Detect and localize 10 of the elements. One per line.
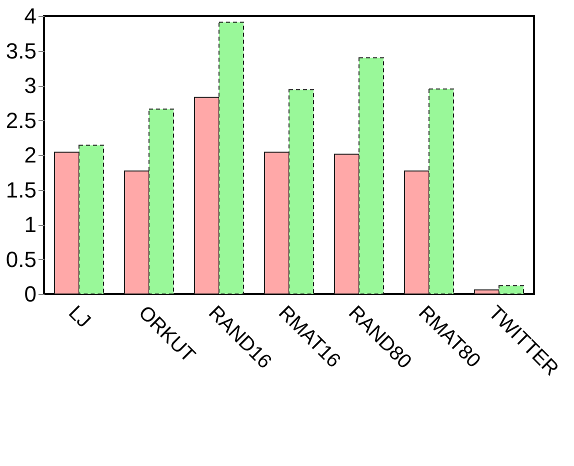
y-tick-label: 0 — [24, 282, 36, 306]
y-tick-label: 2.5 — [6, 108, 36, 133]
y-tick-label: 0.5 — [6, 246, 36, 272]
y-tick-label: 4 — [24, 4, 36, 28]
y-tick-label: 1.5 — [6, 177, 36, 202]
y-tick-label: 2 — [24, 142, 36, 168]
x-tick-label: LJ — [64, 302, 95, 332]
y-tick-label: 3.5 — [6, 38, 36, 64]
y-tick-label: 3 — [24, 73, 36, 98]
y-tick-label: 1 — [24, 212, 36, 237]
